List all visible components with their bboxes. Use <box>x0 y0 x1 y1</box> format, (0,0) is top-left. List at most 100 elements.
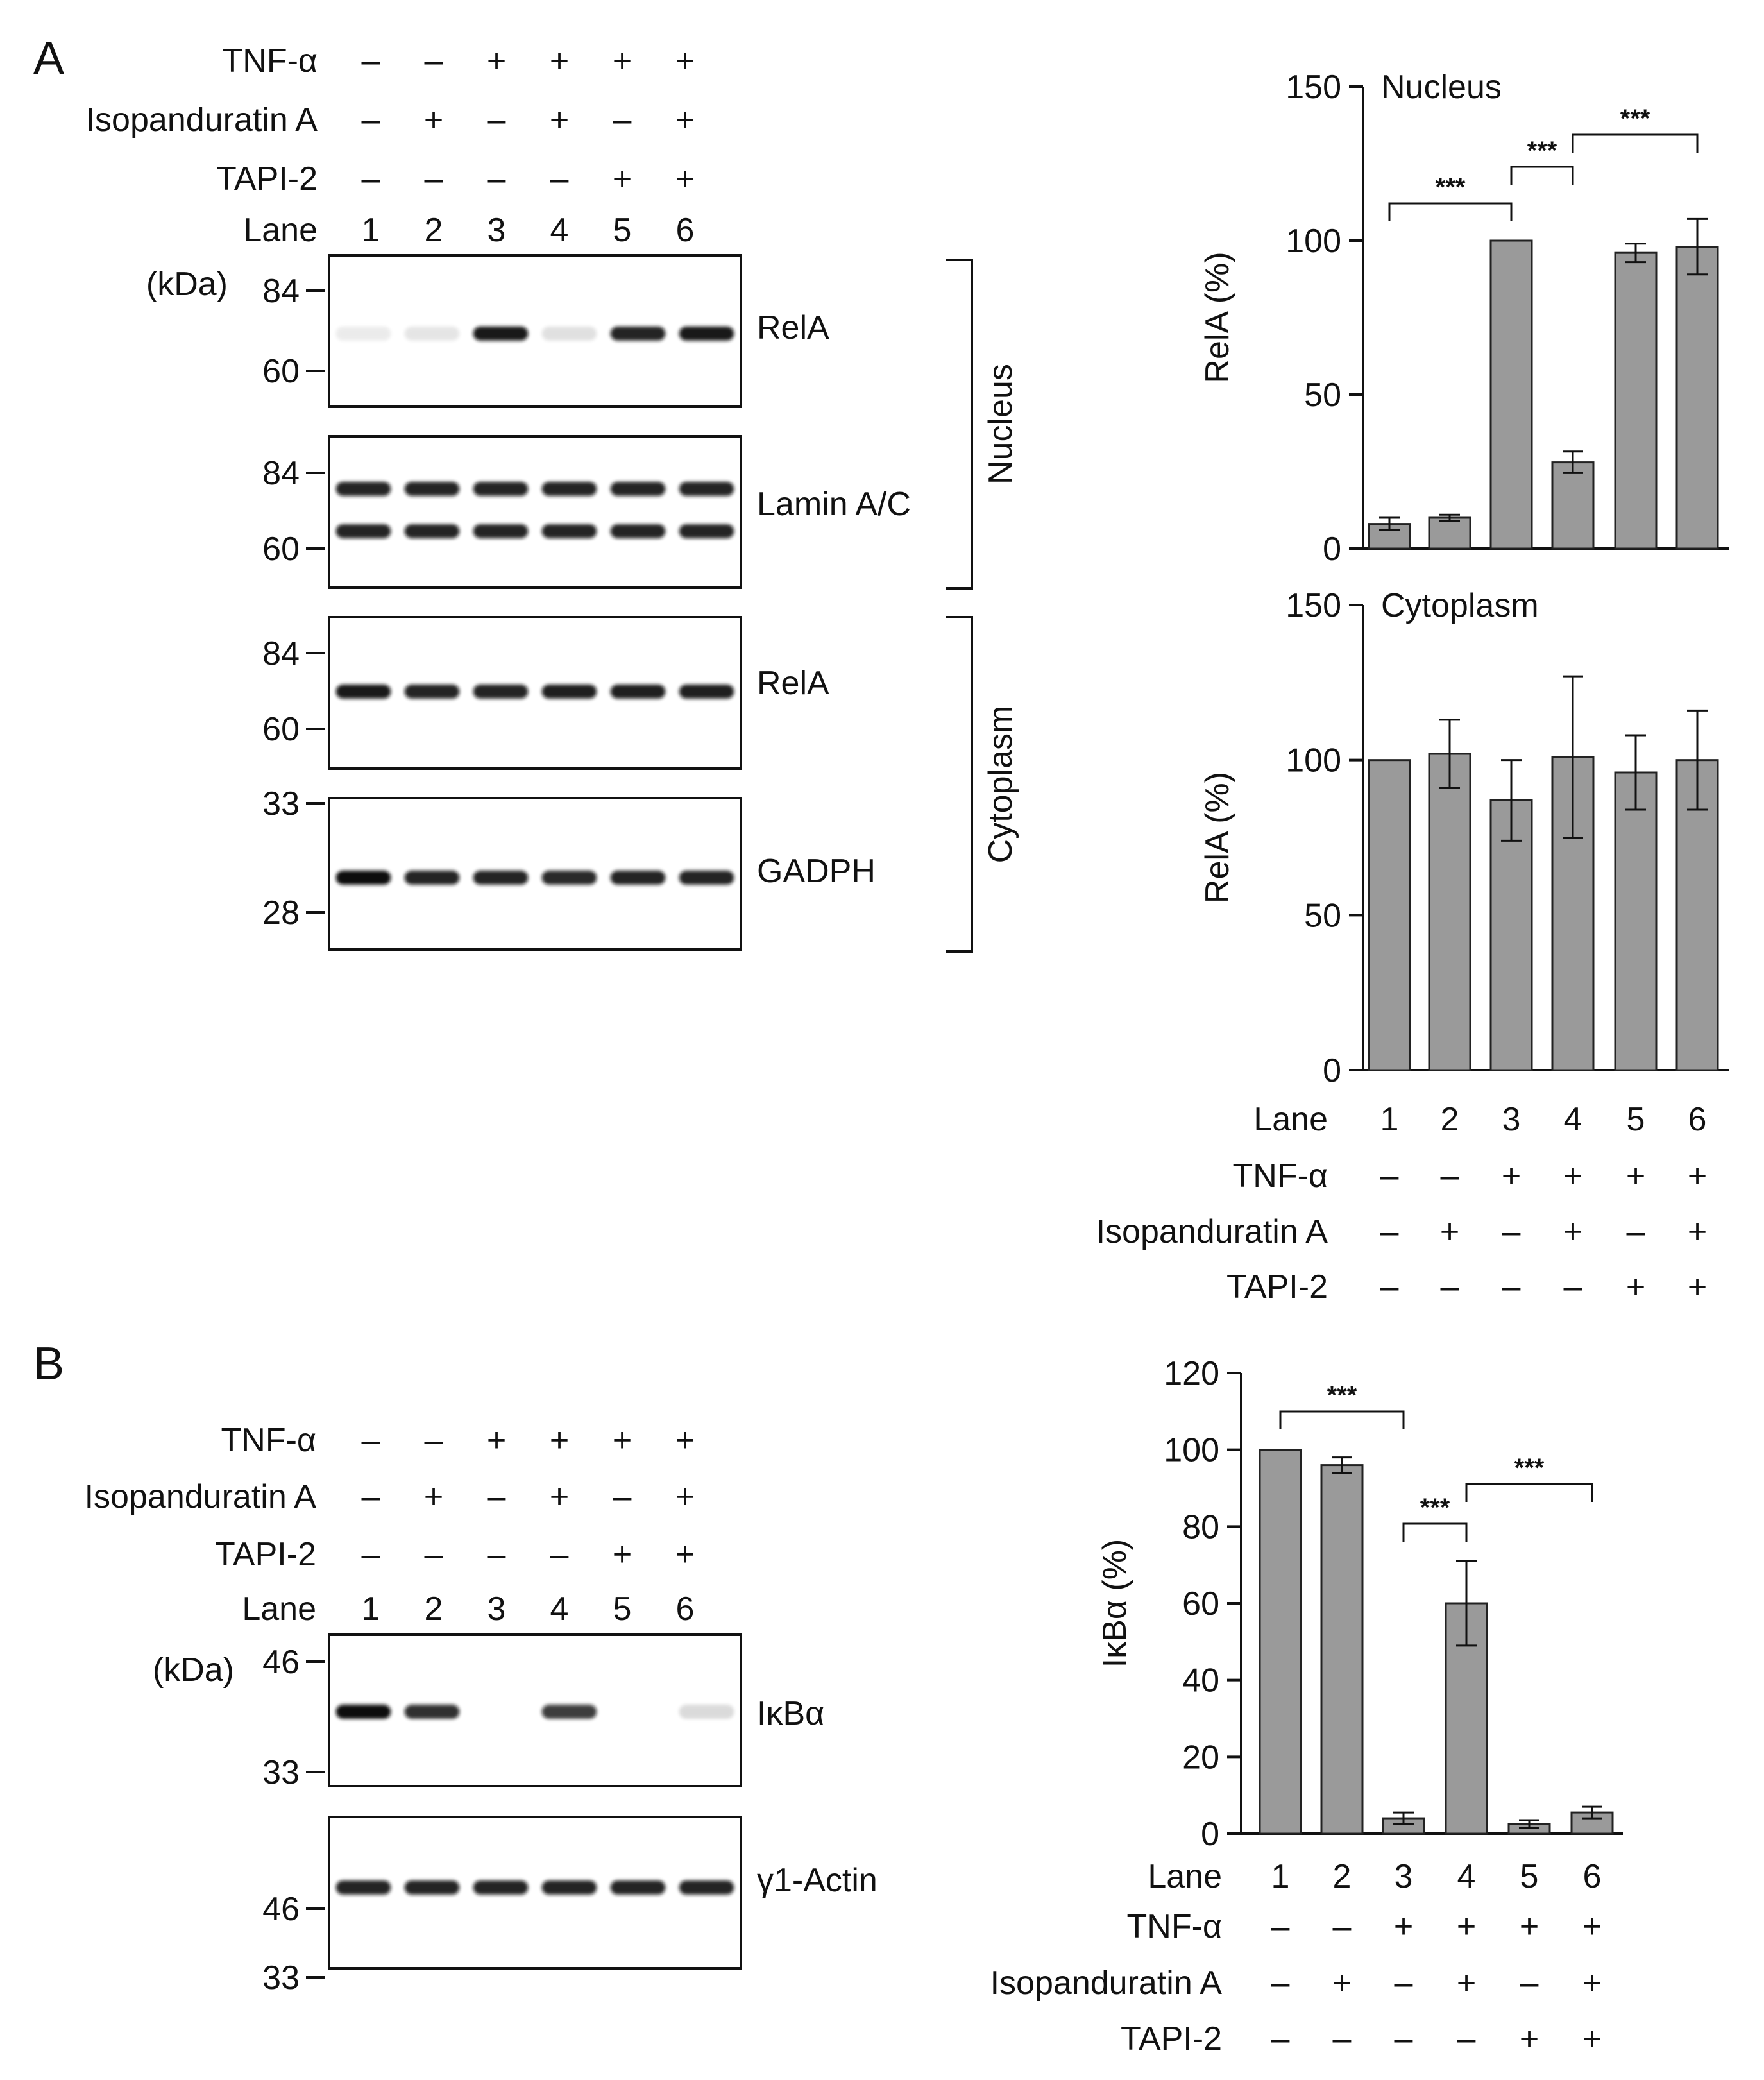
tnf-lane-6: + <box>675 42 695 80</box>
tnf-lane-5: + <box>1626 1157 1645 1195</box>
band-lane-6 <box>679 871 734 885</box>
panel-b-chart-treatments: Lane 1 2 3 4 5 6 TNF-α – – + + + + Isopanduratin A – + – +… <box>990 1858 1602 2058</box>
marker-label: 60 <box>262 711 300 748</box>
bar-lane-2 <box>1320 1464 1364 1835</box>
bar-lane-4 <box>1551 461 1595 550</box>
band-lane-6 <box>679 1705 734 1719</box>
tnf-lane-6: + <box>1688 1157 1707 1195</box>
lane-lane-2: 2 <box>1441 1101 1459 1138</box>
blot-strip-a4: GADPH 33 28 <box>262 785 876 951</box>
tnf-row-label: TNF-α <box>1127 1908 1222 1945</box>
chart-title: Nucleus <box>1381 69 1502 106</box>
band-lane-4 <box>541 1705 597 1719</box>
tnf-lane-5: + <box>1520 1908 1539 1945</box>
iso-lane-2: + <box>424 101 443 139</box>
lane-lane-5: 5 <box>613 1590 632 1628</box>
tnf-row-label: TNF-α <box>223 42 318 80</box>
tnf-lane-4: + <box>550 1422 569 1459</box>
y-tick-label: 100 <box>1164 1432 1219 1469</box>
band-lane-6 <box>679 1880 734 1895</box>
marker-label: 84 <box>262 455 300 492</box>
y-tick-label: 80 <box>1182 1508 1219 1546</box>
tnf-lane-3: + <box>487 42 506 80</box>
figure-content: TNF-α – – + + + + Isopanduratin A – + – + – + TAPI-2 – –… <box>85 42 1729 2058</box>
band-lane-1 <box>335 685 391 699</box>
iso-lane-1: – <box>362 101 380 139</box>
iso-lane-3: – <box>1502 1213 1521 1250</box>
tapi-lane-6: + <box>675 160 695 198</box>
lane-lane-3: 3 <box>1502 1101 1521 1138</box>
band-lane-1 <box>335 1705 391 1719</box>
lane-lane-1: 1 <box>1271 1858 1290 1895</box>
y-tick-label: 50 <box>1304 897 1341 934</box>
band-lane-6 <box>679 327 734 341</box>
iso-row-label: Isopanduratin A <box>86 101 318 139</box>
significance-bracket <box>1572 133 1699 153</box>
marker-label: 33 <box>262 1959 300 1997</box>
tnf-row-label: TNF-α <box>221 1422 316 1459</box>
band-lane-4 <box>541 524 597 538</box>
bar-lane-5 <box>1614 771 1658 1071</box>
panel-a-chart-treatments: Lane 1 2 3 4 5 6 TNF-α – – + + + + Isopanduratin A – + – +… <box>1096 1101 1708 1306</box>
lane-lane-3: 3 <box>488 212 506 249</box>
y-tick-label: 20 <box>1182 1739 1219 1776</box>
y-tick-label: 150 <box>1285 587 1341 624</box>
y-tick-label: 0 <box>1201 1816 1219 1853</box>
tapi-lane-1: – <box>1380 1268 1399 1306</box>
kda-label-b: (kDa) <box>153 1651 234 1689</box>
lane-lane-1: 1 <box>1380 1101 1399 1138</box>
band-lane-6 <box>679 685 734 699</box>
band-lane-2 <box>404 685 460 699</box>
band-lane-2 <box>404 1880 460 1895</box>
tnf-lane-1: – <box>1271 1908 1290 1945</box>
iso-lane-3: – <box>488 101 506 139</box>
significance-bracket <box>1279 1410 1405 1429</box>
iso-lane-4: + <box>1563 1213 1582 1250</box>
band-lane-2 <box>404 871 460 885</box>
tnf-lane-1: – <box>362 1422 380 1459</box>
iso-lane-6: + <box>675 1478 695 1515</box>
iso-lane-4: + <box>1457 1965 1476 2002</box>
iso-lane-6: + <box>1582 1965 1602 2002</box>
band-lane-1 <box>335 482 391 496</box>
marker-label: 33 <box>262 785 300 823</box>
band-lane-3 <box>473 685 529 699</box>
lane-row-label: Lane <box>242 1590 316 1628</box>
lane-lane-3: 3 <box>1395 1858 1413 1895</box>
tapi-lane-1: – <box>362 160 380 198</box>
fraction-bracket <box>946 259 973 590</box>
blot-strip-a1: RelA 84 60 <box>262 254 829 408</box>
band-lane-4 <box>541 327 597 341</box>
iso-lane-3: – <box>488 1478 506 1515</box>
band-lane-5 <box>610 871 666 885</box>
band-lane-1 <box>335 1880 391 1895</box>
tapi-lane-3: – <box>488 1536 506 1573</box>
band-lane-6 <box>679 482 734 496</box>
tnf-lane-1: – <box>1380 1157 1399 1195</box>
significance-label: *** <box>1527 137 1557 165</box>
blot-frame <box>328 797 742 951</box>
panel-label-a: A <box>33 33 64 84</box>
significance-bracket <box>1465 1483 1593 1502</box>
band-lane-6 <box>679 524 734 538</box>
panel-a-treatments: TNF-α – – + + + + Isopanduratin A – + – + – + TAPI-2 – –… <box>86 42 695 249</box>
error-bar-lane-3 <box>1501 759 1522 842</box>
band-lane-3 <box>473 524 529 538</box>
band-lane-5 <box>610 482 666 496</box>
y-tick-label: 100 <box>1285 223 1341 260</box>
blot-label: RelA <box>757 309 829 346</box>
bar-lane-3 <box>1489 799 1533 1071</box>
tapi-lane-5: + <box>1520 2020 1539 2058</box>
tapi-lane-3: – <box>488 160 506 198</box>
blot-label: RelA <box>757 665 829 702</box>
marker-label: 84 <box>262 635 300 672</box>
tapi-row-label: TAPI-2 <box>216 160 318 198</box>
bar-lane-6 <box>1675 759 1719 1071</box>
band-lane-4 <box>541 1880 597 1895</box>
band-lane-4 <box>541 482 597 496</box>
significance-bracket <box>1402 1522 1468 1542</box>
iso-lane-5: – <box>1627 1213 1645 1250</box>
panel-label-b: B <box>33 1338 64 1390</box>
y-axis-label: IκBα (%) <box>1096 1539 1133 1668</box>
blot-strip-b2: γ1-Actin 46 33 <box>262 1816 878 1997</box>
